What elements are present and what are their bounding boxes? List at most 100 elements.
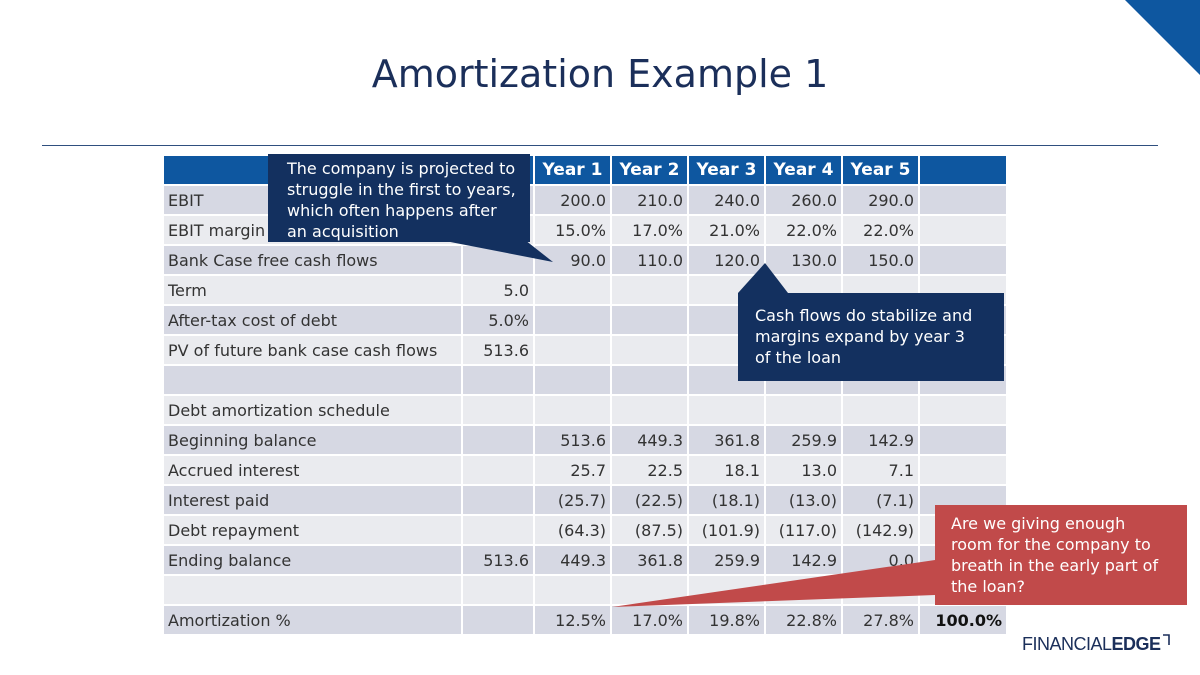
callout-line: the loan?: [951, 577, 1026, 596]
table-row: Amortization % 12.5% 17.0% 19.8% 22.8% 27.8% 1…: [162, 604, 1008, 636]
header-cell: Year 5: [841, 154, 920, 186]
table-cell: [610, 574, 689, 606]
table-cell: 142.9: [764, 544, 843, 576]
table-row: Ending balance 513.6 449.3 361.8 259.9 142.9 0…: [162, 544, 1008, 576]
table-cell: [533, 304, 612, 336]
table-cell: 12.5%: [533, 604, 612, 636]
table-cell: [610, 364, 689, 396]
callout-line: of the loan: [755, 348, 842, 367]
logo-mark-icon: [1162, 634, 1170, 645]
row-label: Interest paid: [162, 484, 463, 516]
table-cell: [918, 244, 1008, 276]
table-cell: 290.0: [841, 184, 920, 216]
table-cell: [461, 424, 535, 456]
table-cell: 513.6: [461, 544, 535, 576]
callout-line: The company is projected to: [287, 159, 516, 178]
header-cell: Year 1: [533, 154, 612, 186]
table-cell: 361.8: [687, 424, 766, 456]
table-cell: 120.0: [687, 244, 766, 276]
breathe-pointer: [612, 560, 935, 607]
table-cell: [461, 604, 535, 636]
header-cell: Year 2: [610, 154, 689, 186]
table-cell: 200.0: [533, 184, 612, 216]
table-cell: 100.0%: [918, 604, 1008, 636]
table-cell: (22.5): [610, 484, 689, 516]
table-row: Debt amortization schedule: [162, 394, 1008, 426]
table-cell: 449.3: [610, 424, 689, 456]
table-cell: [610, 334, 689, 366]
table-cell: 210.0: [610, 184, 689, 216]
table-cell: 22.5: [610, 454, 689, 486]
table-cell: [610, 274, 689, 306]
logo-text-financial: FINANCIAL: [1022, 634, 1112, 654]
row-label: Debt repayment: [162, 514, 463, 546]
table-cell: 17.0%: [610, 214, 689, 246]
table-cell: (18.1): [687, 484, 766, 516]
table-cell: [918, 394, 1008, 426]
table-cell: 240.0: [687, 184, 766, 216]
row-label: Ending balance: [162, 544, 463, 576]
table-cell: 5.0%: [461, 304, 535, 336]
table-cell: 27.8%: [841, 604, 920, 636]
table-cell: [461, 454, 535, 486]
table-cell: 130.0: [764, 244, 843, 276]
table-cell: [918, 454, 1008, 486]
table-cell: 19.8%: [687, 604, 766, 636]
row-label: [162, 574, 463, 606]
table-cell: [687, 394, 766, 426]
table-cell: (13.0): [764, 484, 843, 516]
table-row: Beginning balance 513.6 449.3 361.8 259.9 142…: [162, 424, 1008, 456]
row-label: Beginning balance: [162, 424, 463, 456]
logo-text-edge: EDGE: [1111, 634, 1162, 654]
table-cell: 21.0%: [687, 214, 766, 246]
row-label: After-tax cost of debt: [162, 304, 463, 336]
table-row: Debt repayment (64.3) (87.5) (101.9) (117.0)…: [162, 514, 1008, 546]
callout-line: which often happens after: [287, 201, 497, 220]
callout-acquisition: The company is projected to struggle in …: [268, 154, 530, 242]
header-cell: Year 3: [687, 154, 766, 186]
callout-line: margins expand by year 3: [755, 327, 965, 346]
callout-line: breath in the early part of: [951, 556, 1159, 575]
table-cell: 7.1: [841, 454, 920, 486]
row-label: Term: [162, 274, 463, 306]
table-cell: 25.7: [533, 454, 612, 486]
table-cell: [918, 214, 1008, 246]
table-cell: 22.0%: [764, 214, 843, 246]
table-cell: (64.3): [533, 514, 612, 546]
table-cell: [610, 304, 689, 336]
row-label: Debt amortization schedule: [162, 394, 463, 426]
table-cell: 110.0: [610, 244, 689, 276]
row-label: Accrued interest: [162, 454, 463, 486]
table-cell: 13.0: [764, 454, 843, 486]
table-cell: 22.8%: [764, 604, 843, 636]
table-cell: [610, 394, 689, 426]
table-cell: 18.1: [687, 454, 766, 486]
table-cell: 513.6: [533, 424, 612, 456]
row-label: PV of future bank case cash flows: [162, 334, 463, 366]
callout-line: Are we giving enough: [951, 514, 1126, 533]
financial-edge-logo: FINANCIALEDGE: [1022, 634, 1170, 655]
table-cell: 0.0: [841, 544, 920, 576]
callout-breathe: Are we giving enough room for the compan…: [935, 505, 1187, 605]
table-cell: [461, 484, 535, 516]
callout-line: struggle in the first to years,: [287, 180, 516, 199]
table-cell: [461, 364, 535, 396]
table-cell: 259.9: [687, 544, 766, 576]
table-cell: [841, 394, 920, 426]
table-cell: 5.0: [461, 274, 535, 306]
table-cell: 17.0%: [610, 604, 689, 636]
table-cell: [533, 274, 612, 306]
callout-line: an acquisition: [287, 222, 399, 241]
acquisition-pointer: [440, 240, 553, 262]
table-cell: [533, 574, 612, 606]
table-cell: [461, 394, 535, 426]
table-cell: 259.9: [764, 424, 843, 456]
table-row: Interest paid (25.7) (22.5) (18.1) (13.0) (7.…: [162, 484, 1008, 516]
table-cell: [533, 394, 612, 426]
corner-decoration: [1125, 0, 1200, 75]
callout-stabilize: Cash flows do stabilize and margins expa…: [738, 293, 1004, 381]
callout-line: Cash flows do stabilize and: [755, 306, 973, 325]
table-cell: [461, 574, 535, 606]
row-label: Bank Case free cash flows: [162, 244, 463, 276]
table-cell: (25.7): [533, 484, 612, 516]
